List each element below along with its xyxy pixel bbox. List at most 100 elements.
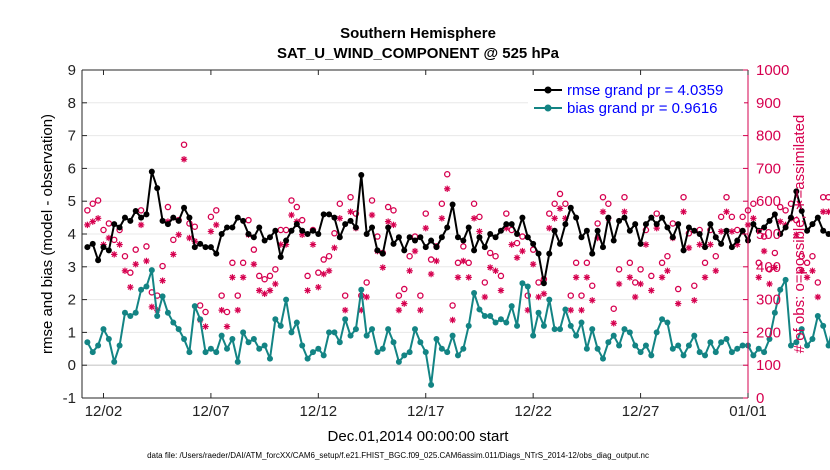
asterisk-stroke bbox=[825, 209, 830, 215]
bias-point bbox=[809, 335, 816, 342]
obs-assimilated-marker bbox=[589, 297, 596, 304]
y-right-tick-label: 700 bbox=[756, 160, 781, 177]
rmse-point bbox=[514, 231, 521, 237]
bias-series bbox=[84, 267, 830, 388]
obs-possible-marker bbox=[567, 292, 575, 299]
obs-possible-marker bbox=[164, 203, 172, 211]
y-tick-label: 5 bbox=[68, 193, 76, 210]
rmse-point bbox=[465, 224, 472, 231]
x-tick-label: 01/01 bbox=[729, 403, 767, 420]
bias-point bbox=[218, 332, 225, 339]
rmse-point bbox=[761, 224, 768, 231]
asterisk-stroke bbox=[380, 264, 386, 271]
obs-possible-marker bbox=[809, 252, 816, 260]
rmse-point bbox=[557, 240, 564, 247]
obs-possible-marker bbox=[401, 285, 408, 293]
asterisk-stroke bbox=[342, 307, 348, 313]
obs-assimilated-marker bbox=[771, 264, 779, 271]
rmse-point bbox=[326, 211, 333, 218]
rmse-point bbox=[551, 227, 558, 234]
obs-possible-marker bbox=[782, 207, 789, 214]
rmse-point bbox=[691, 227, 698, 234]
obs-assimilated-marker bbox=[476, 228, 483, 235]
rmse-point bbox=[358, 171, 365, 178]
rmse-point bbox=[573, 214, 580, 221]
x-axis-ticks: 12/02 12/07 12/12 12/17 12/22 12/27 01/01 bbox=[85, 70, 767, 420]
asterisk-stroke bbox=[514, 254, 520, 261]
asterisk-stroke bbox=[815, 294, 821, 300]
obs-assimilated-marker bbox=[766, 280, 773, 288]
obs-assimilated-marker bbox=[750, 215, 757, 222]
bias-point bbox=[761, 349, 768, 356]
obs-assimilated-marker bbox=[84, 221, 91, 229]
obs-possible-marker bbox=[239, 259, 247, 267]
rmse-point bbox=[739, 227, 746, 234]
y-axis-left-ticks: -1 0 1 2 3 4 5 6 7 8 9 bbox=[63, 62, 87, 407]
rmse-point bbox=[191, 244, 198, 251]
bias-point bbox=[95, 342, 102, 349]
asterisk-stroke bbox=[149, 304, 155, 310]
bias-point bbox=[610, 332, 617, 339]
obs-possible-marker bbox=[443, 170, 451, 178]
rmse-point bbox=[696, 231, 703, 237]
bias-point bbox=[100, 326, 107, 333]
asterisk-stroke bbox=[213, 222, 220, 228]
rmse-point bbox=[315, 231, 322, 237]
asterisk-stroke bbox=[723, 209, 730, 215]
y-right-tick-label: 900 bbox=[756, 95, 781, 112]
rmse-point bbox=[804, 227, 811, 234]
rmse-point bbox=[599, 244, 606, 251]
rmse-point bbox=[143, 211, 150, 218]
rmse-point bbox=[524, 234, 531, 241]
rmse-point bbox=[755, 227, 762, 234]
rmse-point bbox=[626, 227, 633, 234]
asterisk-stroke bbox=[471, 215, 477, 222]
obs-assimilated-marker bbox=[632, 293, 639, 301]
asterisk-stroke bbox=[235, 307, 241, 313]
bias-point bbox=[712, 349, 719, 356]
bias-point bbox=[653, 329, 660, 336]
obs-possible-marker bbox=[760, 233, 768, 240]
obs-possible-marker bbox=[653, 210, 660, 217]
obs-possible-marker bbox=[320, 256, 327, 263]
obs-possible-marker bbox=[272, 266, 279, 273]
obs-assimilated-marker bbox=[417, 306, 424, 314]
obs-assimilated-marker bbox=[444, 185, 451, 192]
obs-assimilated-marker bbox=[390, 221, 397, 229]
bias-point bbox=[288, 329, 295, 336]
asterisk-stroke bbox=[369, 212, 375, 218]
y-tick-label: 1 bbox=[68, 324, 76, 341]
obs-possible-marker bbox=[121, 252, 129, 260]
rmse-point bbox=[535, 250, 542, 257]
rmse-point bbox=[320, 211, 327, 218]
bias-point bbox=[642, 342, 649, 349]
rmse-point bbox=[444, 224, 451, 231]
obs-possible-marker bbox=[384, 203, 392, 211]
bias-point bbox=[728, 349, 735, 356]
asterisk-stroke bbox=[460, 258, 467, 264]
obs-possible-marker bbox=[438, 200, 446, 208]
obs-possible-marker bbox=[766, 266, 773, 273]
obs-possible-marker bbox=[202, 308, 209, 316]
asterisk-stroke bbox=[127, 284, 134, 290]
asterisk-stroke bbox=[310, 241, 316, 248]
asterisk-stroke bbox=[95, 215, 101, 222]
asterisk-stroke bbox=[240, 274, 246, 281]
legend-rmse-label: rmse grand pr = 4.0359 bbox=[567, 82, 723, 99]
rmse-point bbox=[256, 224, 263, 231]
bias-point bbox=[723, 335, 730, 342]
obs-possible-marker bbox=[814, 279, 822, 286]
bias-point bbox=[401, 352, 408, 359]
bias-point bbox=[814, 313, 821, 319]
bias-point bbox=[412, 326, 418, 333]
rmse-point bbox=[148, 168, 155, 175]
bias-point bbox=[197, 316, 204, 323]
rmse-point bbox=[224, 224, 231, 231]
bias-point bbox=[820, 322, 827, 329]
asterisk-stroke bbox=[492, 268, 499, 274]
obs-possible-marker bbox=[610, 305, 617, 312]
rmse-point bbox=[476, 234, 483, 241]
rmse-point bbox=[632, 221, 639, 228]
rmse-point bbox=[197, 240, 204, 247]
rmse-point bbox=[218, 231, 225, 237]
